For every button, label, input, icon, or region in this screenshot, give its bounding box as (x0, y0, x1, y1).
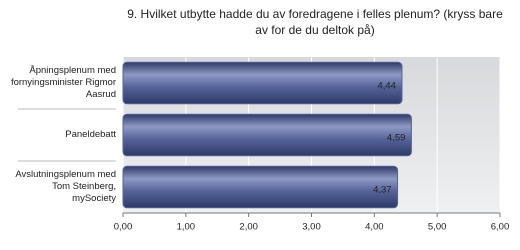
x-tick-label: 4,00 (365, 222, 384, 233)
x-tick-label: 5,00 (428, 222, 447, 233)
value-label: 4,37 (373, 185, 392, 196)
category-label: Paneldebatt (65, 129, 116, 140)
category-label: Avslutningsplenum med Tom Steinberg, myS… (15, 169, 116, 204)
x-tick-label: 3,00 (302, 222, 321, 233)
chart-title: 9. Hvilket utbytte hadde du av foredrage… (127, 7, 503, 37)
bar (122, 113, 412, 157)
x-tick-label: 2,00 (239, 222, 258, 233)
bar (122, 61, 403, 105)
value-label: 4,44 (377, 81, 396, 92)
x-tick-label: 6,00 (491, 222, 510, 233)
x-tick-label: 1,00 (177, 222, 196, 233)
bar (122, 165, 399, 209)
category-label: Åpningsplenum med fornyingsminister Rigm… (10, 65, 116, 100)
value-label: 4,59 (387, 133, 406, 144)
x-tick-label: 0,00 (114, 222, 133, 233)
